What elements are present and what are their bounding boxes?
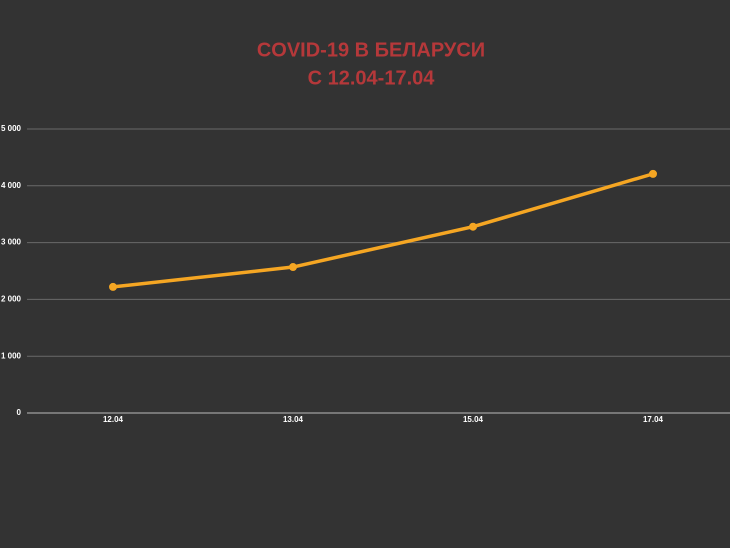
point	[469, 222, 477, 231]
chart-title: COVID-19 В БЕЛАРУСИ	[257, 39, 485, 61]
y-tick-label: 0	[17, 408, 22, 417]
x-tick-label: 17.04	[643, 415, 664, 424]
y-tick-label: 5 000	[1, 124, 22, 133]
x-tick-label: 13.04	[283, 415, 304, 424]
point	[109, 282, 117, 291]
x-tick-label: 15.04	[463, 415, 484, 424]
y-tick-label: 4 000	[1, 181, 22, 190]
point	[289, 263, 297, 272]
y-tick-label: 1 000	[1, 351, 22, 360]
y-tick-label: 2 000	[1, 295, 22, 304]
line	[112, 172, 654, 289]
point	[649, 169, 657, 178]
x-tick-label: 12.04	[103, 415, 124, 424]
chart-title: С 12.04-17.04	[308, 67, 436, 89]
y-tick-label: 3 000	[1, 238, 22, 247]
